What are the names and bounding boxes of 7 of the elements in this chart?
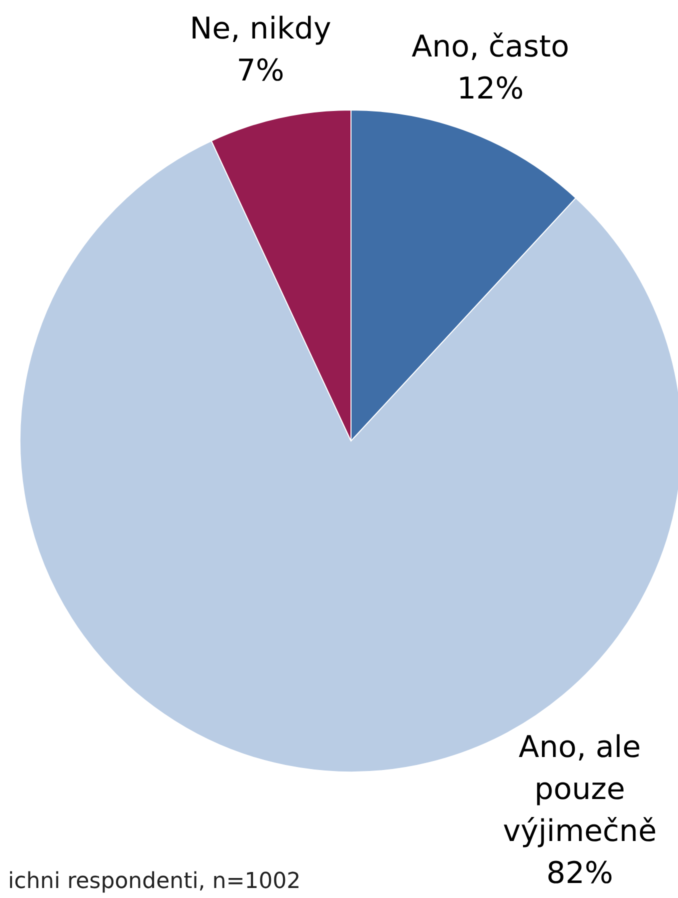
data-label: 7%: [236, 53, 284, 88]
slice-label: Ne, nikdy: [190, 11, 332, 46]
data-label: 82%: [546, 856, 614, 891]
data-label: 12%: [457, 71, 524, 106]
text: ichni respondenti, n=1002: [8, 869, 301, 894]
slice-label: Ano, ale pouze výjimečně: [502, 730, 657, 849]
slice-label: Ano, často: [412, 29, 570, 64]
